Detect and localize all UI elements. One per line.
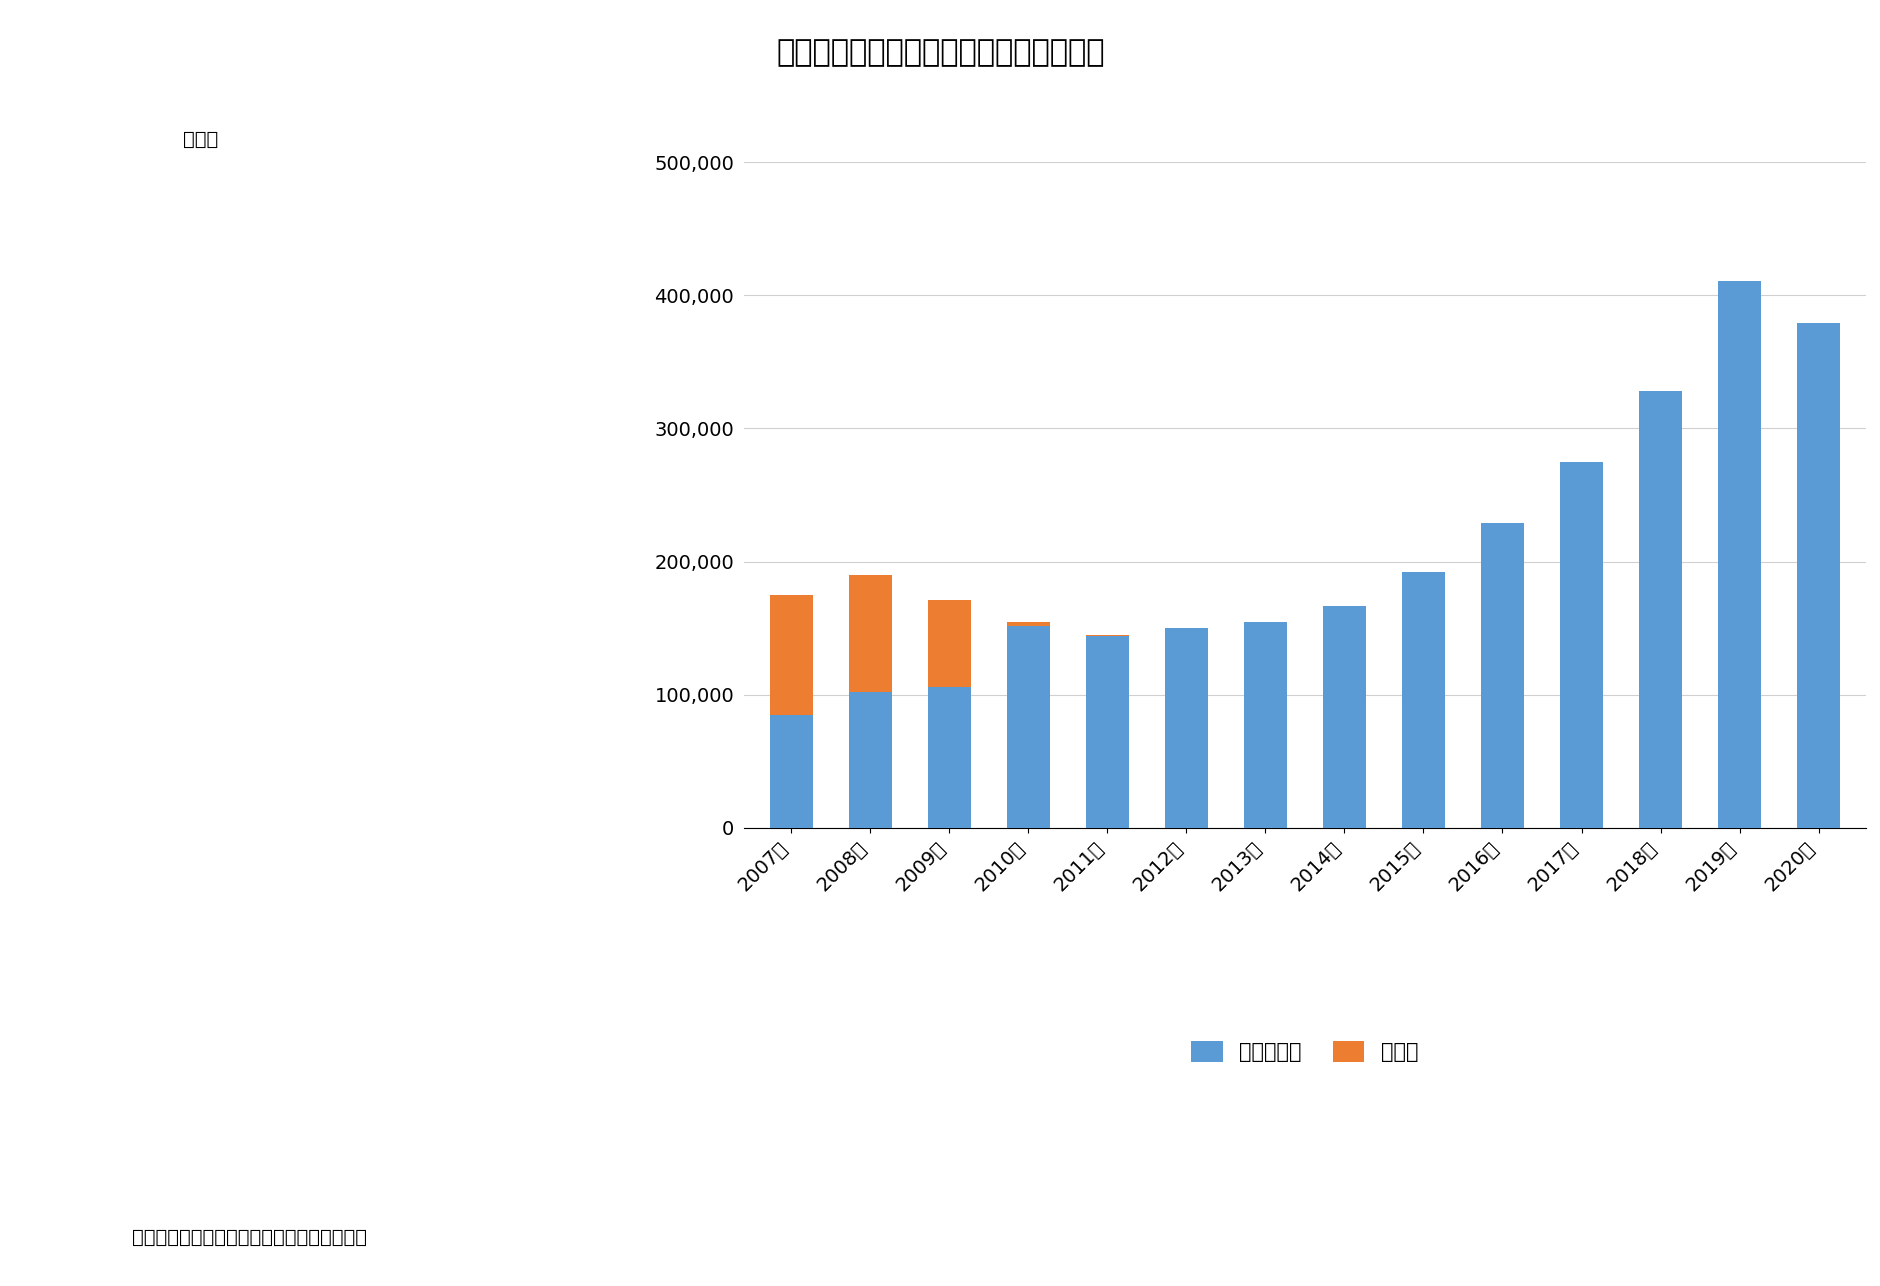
Bar (848, 575, 891, 692)
Bar (1006, 625, 1049, 828)
Bar (927, 687, 970, 828)
Bar (927, 601, 970, 687)
Bar (1322, 606, 1365, 828)
Bar (1006, 621, 1049, 625)
Bar (1480, 523, 1523, 828)
Bar (1559, 462, 1602, 828)
Bar (769, 715, 812, 828)
Bar (1164, 629, 1207, 828)
Text: （人）: （人） (182, 130, 218, 149)
Bar (1795, 323, 1839, 828)
Text: 図表２　研修生・技能実習生の在留状況: 図表２ 研修生・技能実習生の在留状況 (776, 39, 1104, 68)
Bar (1085, 637, 1128, 828)
Bar (1637, 391, 1681, 828)
Text: （資料）　法務省のデータをもとに筆者作成: （資料） 法務省のデータをもとに筆者作成 (132, 1228, 367, 1247)
Bar (848, 692, 891, 828)
Bar (1243, 621, 1286, 828)
Bar (1716, 280, 1760, 828)
Bar (1401, 572, 1444, 828)
Legend: 技能実習生, 研修生: 技能実習生, 研修生 (1183, 1033, 1427, 1070)
Bar (1085, 635, 1128, 637)
Bar (769, 595, 812, 715)
